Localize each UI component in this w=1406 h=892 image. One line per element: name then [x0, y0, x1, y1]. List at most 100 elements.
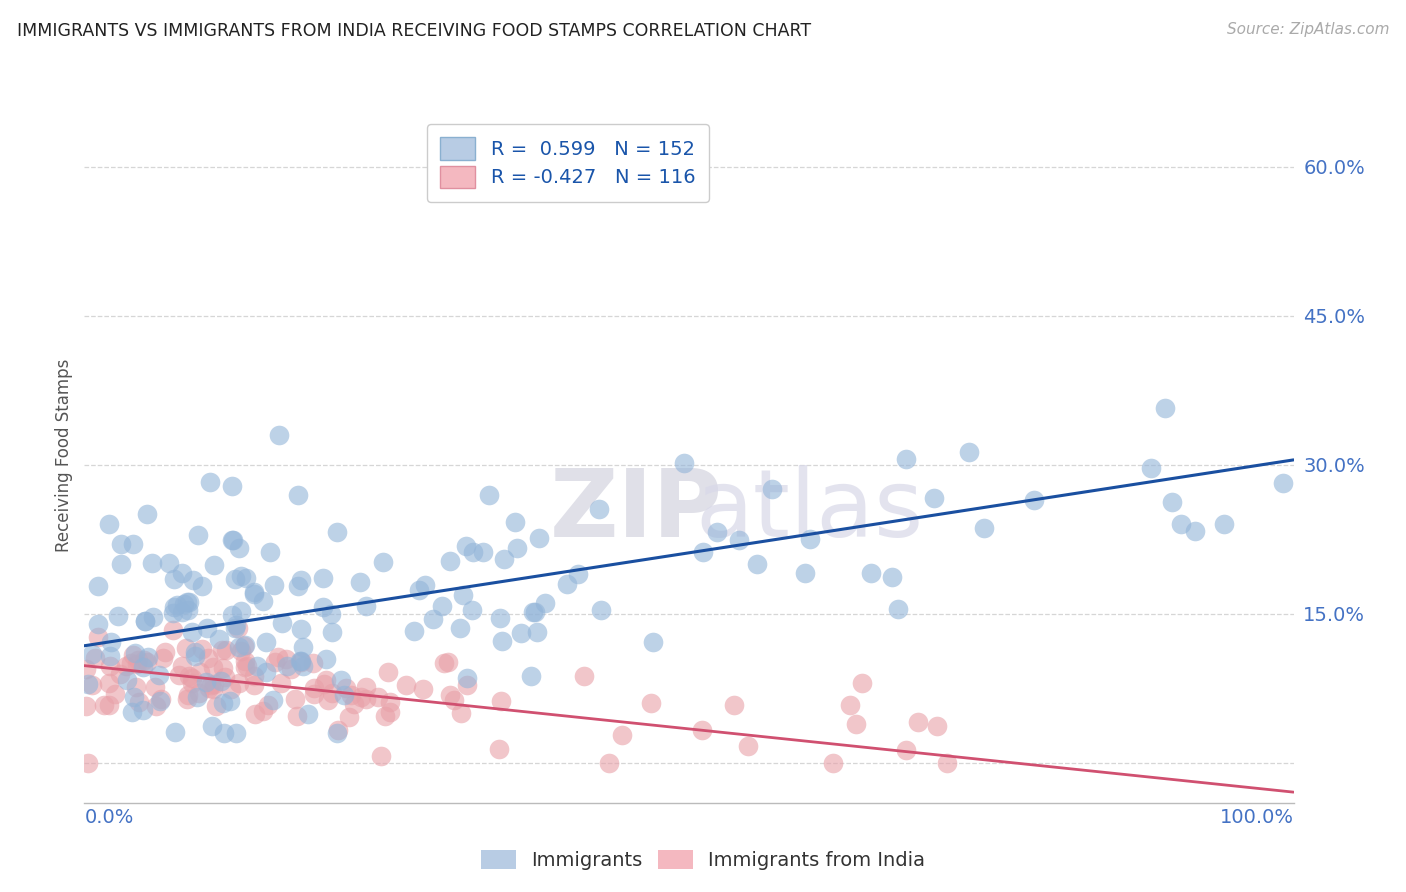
Point	[98, 658, 121, 673]
Point	[523, 605, 546, 619]
Point	[145, 698, 167, 713]
Point	[488, 742, 510, 756]
Point	[267, 649, 290, 664]
Point	[505, 541, 527, 556]
Point	[177, 688, 200, 702]
Point	[304, 681, 326, 695]
Point	[354, 692, 377, 706]
Point	[491, 634, 513, 648]
Point	[110, 666, 132, 681]
Point	[321, 624, 343, 639]
Legend: Immigrants, Immigrants from India: Immigrants, Immigrants from India	[472, 842, 934, 878]
Point	[228, 640, 250, 655]
Y-axis label: Receiving Food Stamps: Receiving Food Stamps	[55, 359, 73, 551]
Point	[145, 681, 167, 695]
Point	[242, 587, 264, 601]
Text: atlas: atlas	[695, 465, 924, 557]
Point	[212, 696, 235, 710]
Point	[162, 606, 184, 620]
Point	[326, 525, 349, 540]
Text: IMMIGRANTS VS IMMIGRANTS FROM INDIA RECEIVING FOOD STAMPS CORRELATION CHART: IMMIGRANTS VS IMMIGRANTS FROM INDIA RECE…	[17, 22, 811, 40]
Point	[121, 705, 143, 719]
Point	[316, 693, 339, 707]
Point	[489, 694, 512, 708]
Text: 0.0%: 0.0%	[84, 808, 134, 827]
Point	[183, 573, 205, 587]
Point	[184, 645, 207, 659]
Point	[640, 696, 662, 710]
Point	[124, 646, 146, 660]
Point	[290, 622, 312, 636]
Point	[461, 603, 484, 617]
Point	[221, 607, 243, 622]
Point	[370, 748, 392, 763]
Point	[153, 645, 176, 659]
Point	[450, 706, 472, 720]
Point	[252, 704, 274, 718]
Point	[335, 681, 357, 696]
Point	[851, 676, 873, 690]
Point	[191, 579, 214, 593]
Point	[136, 655, 159, 669]
Point	[793, 566, 815, 581]
Point	[330, 673, 353, 687]
Point	[235, 654, 257, 668]
Point	[221, 479, 243, 493]
Point	[176, 691, 198, 706]
Point	[284, 692, 307, 706]
Point	[957, 445, 980, 459]
Point	[97, 517, 120, 532]
Point	[134, 614, 156, 628]
Point	[1184, 524, 1206, 538]
Point	[148, 668, 170, 682]
Point	[555, 577, 578, 591]
Point	[522, 605, 544, 619]
Point	[374, 708, 396, 723]
Point	[290, 573, 312, 587]
Point	[436, 655, 458, 669]
Point	[80, 647, 103, 661]
Point	[326, 726, 349, 740]
Point	[859, 566, 882, 580]
Point	[924, 491, 946, 505]
Point	[503, 515, 526, 529]
Point	[1212, 517, 1234, 532]
Point	[276, 652, 298, 666]
Point	[222, 533, 245, 548]
Point	[142, 610, 165, 624]
Point	[134, 653, 156, 667]
Point	[534, 596, 557, 610]
Point	[75, 662, 97, 676]
Point	[122, 648, 145, 662]
Point	[225, 726, 247, 740]
Point	[371, 555, 394, 569]
Point	[107, 609, 129, 624]
Point	[292, 640, 315, 655]
Point	[315, 673, 337, 687]
Point	[588, 502, 610, 516]
Point	[180, 676, 202, 690]
Point	[413, 578, 436, 592]
Point	[87, 579, 110, 593]
Text: ZIP: ZIP	[550, 465, 723, 557]
Point	[907, 715, 929, 730]
Point	[132, 659, 155, 673]
Point	[925, 719, 948, 733]
Point	[212, 726, 235, 740]
Point	[87, 617, 110, 632]
Point	[202, 558, 225, 572]
Point	[176, 594, 198, 608]
Point	[214, 642, 236, 657]
Point	[463, 545, 485, 559]
Point	[821, 756, 844, 770]
Point	[115, 659, 138, 673]
Point	[104, 686, 127, 700]
Text: Source: ZipAtlas.com: Source: ZipAtlas.com	[1226, 22, 1389, 37]
Point	[128, 695, 150, 709]
Point	[845, 717, 868, 731]
Point	[177, 669, 200, 683]
Point	[290, 655, 312, 669]
Point	[84, 651, 107, 665]
Point	[761, 482, 783, 496]
Point	[492, 552, 515, 566]
